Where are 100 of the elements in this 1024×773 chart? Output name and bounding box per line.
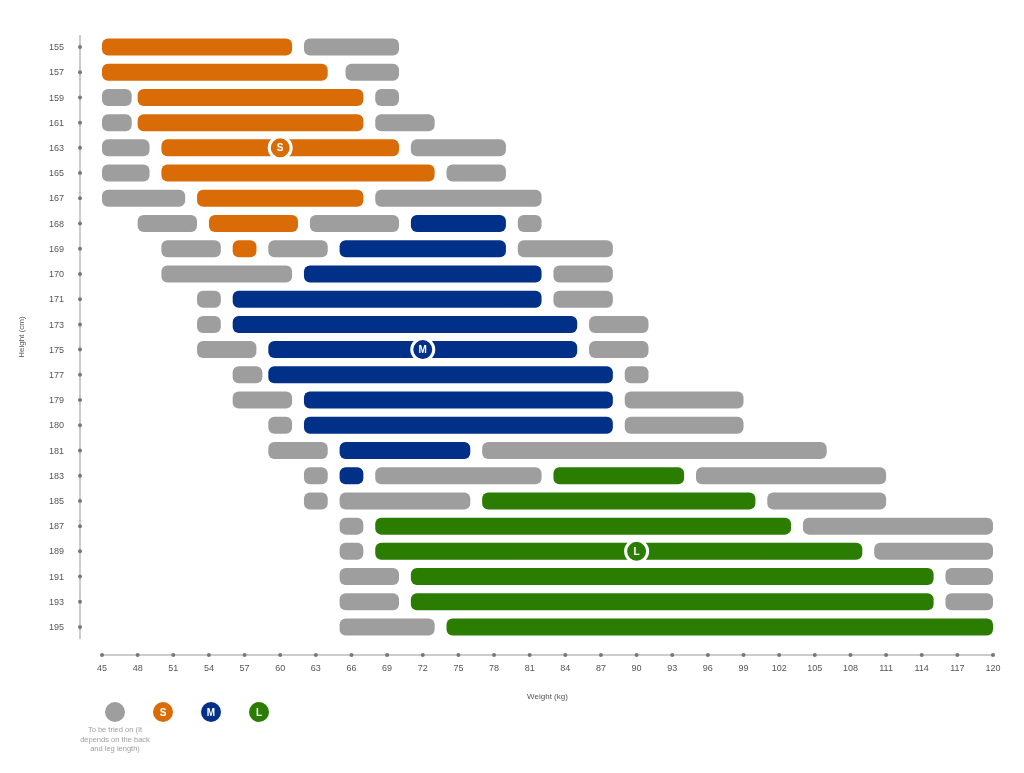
bar — [303, 38, 399, 56]
bar — [303, 265, 542, 283]
x-tick-label: 72 — [417, 663, 428, 673]
x-tick-label: 51 — [168, 663, 179, 673]
bar — [553, 290, 613, 308]
bar — [482, 441, 827, 459]
bar — [102, 164, 150, 182]
y-tick-label: 165 — [48, 168, 64, 179]
x-tick-label: 63 — [310, 663, 321, 673]
bar — [268, 366, 613, 384]
bar — [874, 542, 993, 560]
x-axis-title: Weight (kg) — [527, 692, 569, 701]
text: M — [206, 706, 216, 718]
x-tick-label: 84 — [560, 663, 571, 673]
annotation: L — [633, 545, 640, 557]
text: L — [255, 706, 263, 718]
bar — [375, 467, 542, 485]
bar — [197, 290, 221, 308]
bar — [339, 467, 364, 485]
y-tick-label: 170 — [48, 269, 64, 280]
annotation: M — [418, 344, 427, 356]
y-tick-label: 195 — [48, 622, 64, 633]
bar — [102, 38, 293, 56]
bar — [553, 265, 613, 283]
bar — [410, 215, 506, 233]
y-tick-label: 187 — [48, 521, 64, 532]
bar — [945, 593, 993, 611]
bar — [309, 215, 399, 233]
bar — [345, 63, 399, 81]
bar — [197, 341, 257, 359]
bar — [232, 366, 263, 384]
bar — [802, 517, 993, 535]
y-tick-label: 157 — [48, 67, 64, 78]
bar — [137, 114, 364, 132]
bar — [268, 240, 328, 258]
x-tick-label: 45 — [96, 663, 108, 673]
bar — [102, 114, 132, 132]
bar — [232, 290, 542, 308]
bar — [517, 215, 542, 233]
x-tick-label: 81 — [524, 663, 535, 673]
y-tick-label: 173 — [48, 319, 64, 330]
x-tick-label: 87 — [595, 663, 606, 673]
x-tick-label: 66 — [346, 663, 357, 673]
bar — [268, 416, 293, 434]
bar — [696, 467, 887, 485]
text: S — [159, 706, 167, 718]
bar — [624, 366, 649, 384]
y-tick-label: 169 — [48, 243, 64, 254]
bar — [197, 315, 221, 333]
x-tick-label: 114 — [914, 663, 929, 673]
bar — [446, 164, 506, 182]
bar — [410, 568, 934, 586]
bar — [232, 391, 293, 409]
bar — [517, 240, 613, 258]
y-tick-label: 189 — [48, 546, 64, 557]
annotation: S — [276, 142, 284, 154]
x-tick-label: 111 — [879, 663, 893, 673]
y-tick-label: 167 — [48, 193, 64, 204]
bar — [375, 114, 435, 132]
y-tick-label: 185 — [48, 496, 64, 507]
bar — [161, 240, 221, 258]
bar — [232, 240, 257, 258]
y-tick-label: 179 — [48, 395, 64, 406]
bar — [339, 517, 364, 535]
bar — [375, 542, 863, 560]
bar — [208, 215, 299, 233]
y-tick-label: 183 — [48, 470, 64, 481]
x-tick-label: 99 — [738, 663, 749, 673]
x-tick-label: 90 — [631, 663, 642, 673]
bar — [375, 189, 542, 207]
bar — [410, 593, 934, 611]
y-tick-label: 161 — [48, 117, 64, 128]
x-tick-label: 75 — [453, 663, 464, 673]
y-tick-label: 181 — [48, 445, 64, 456]
bar — [375, 517, 792, 535]
bar — [339, 593, 399, 611]
y-tick-label: 180 — [48, 420, 64, 431]
bar — [137, 88, 364, 106]
x-tick-label: 105 — [807, 663, 823, 673]
x-tick-label: 48 — [132, 663, 143, 673]
y-axis-title: Height (cm) — [17, 316, 26, 358]
bar — [589, 341, 649, 359]
bar — [161, 164, 435, 182]
bar — [102, 88, 132, 106]
bar — [339, 492, 471, 510]
x-tick-label: 96 — [702, 663, 713, 673]
bar — [482, 492, 756, 510]
bar — [303, 467, 328, 485]
y-tick-label: 155 — [48, 42, 64, 53]
y-tick-label: 175 — [48, 344, 64, 355]
x-tick-label: 54 — [203, 663, 214, 673]
x-tick-label: 60 — [275, 663, 286, 673]
bar — [197, 189, 364, 207]
bar — [767, 492, 887, 510]
y-tick-label: 177 — [48, 369, 64, 380]
y-tick-label: 191 — [48, 571, 64, 582]
bar — [161, 139, 399, 157]
x-tick-label: 120 — [985, 663, 1001, 673]
bar — [624, 391, 744, 409]
y-tick-label: 159 — [48, 92, 64, 103]
